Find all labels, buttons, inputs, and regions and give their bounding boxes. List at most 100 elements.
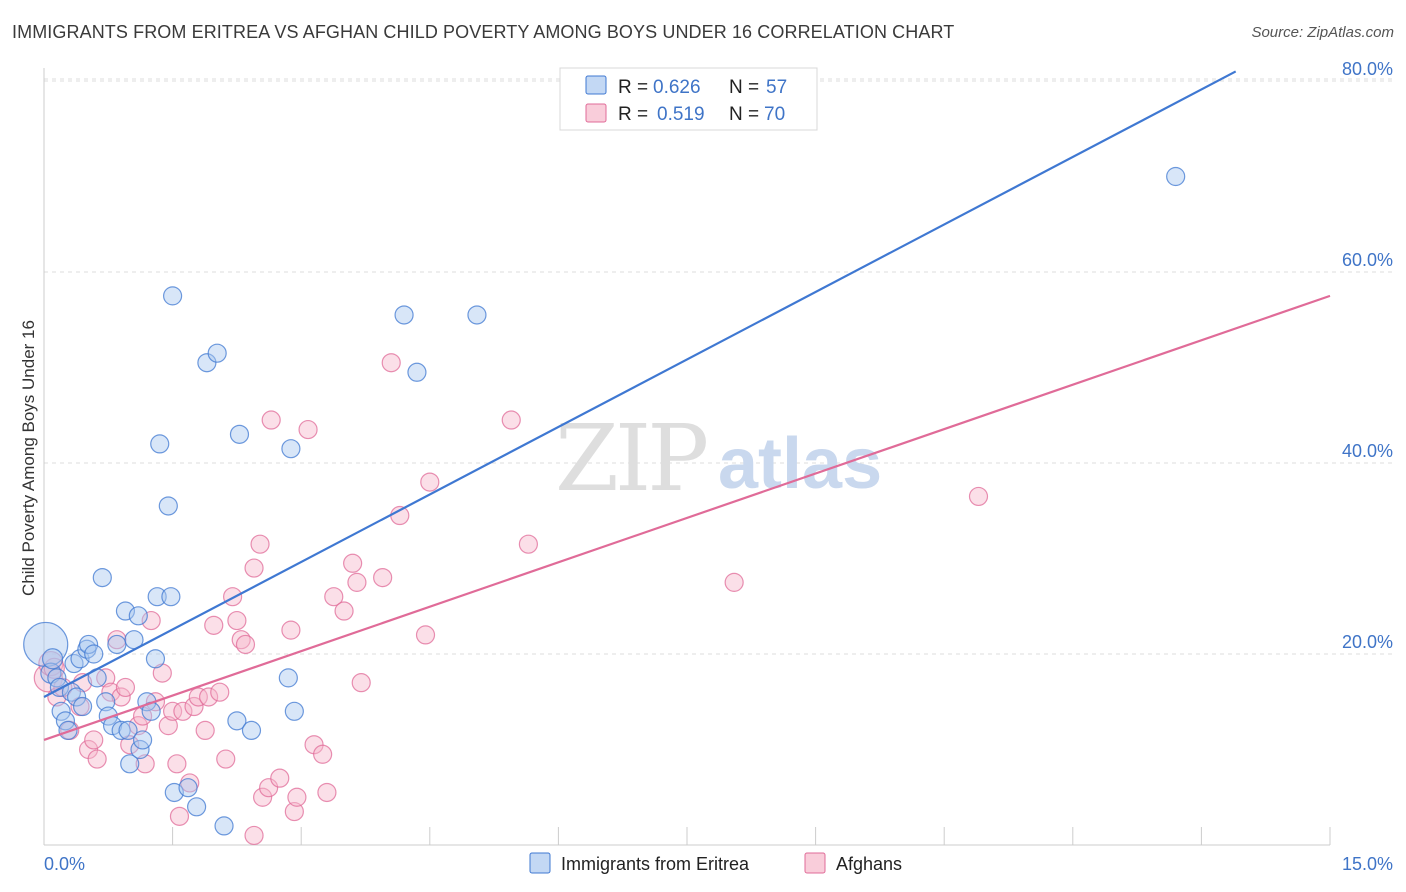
eritrea-point (407, 362, 427, 382)
afghans-point (235, 634, 256, 655)
eritrea-point (227, 711, 247, 731)
top-legend: R = 0.626 N = 57 R = 0.519 N = 70 (559, 67, 818, 131)
eritrea-point (132, 730, 153, 750)
afghans-point (968, 486, 989, 507)
afghans-point (351, 673, 371, 693)
afghans-point (501, 410, 521, 430)
afghans-point (298, 419, 318, 440)
afghans-point (87, 749, 107, 769)
afghans-point (270, 768, 290, 788)
eritrea-point (92, 567, 112, 588)
eritrea-point (161, 587, 181, 607)
eritrea-point (41, 648, 64, 670)
afghans-point (250, 534, 270, 554)
legend-r-label-eritrea: R = (618, 77, 648, 98)
afghans-point (244, 825, 264, 846)
afghans-point (334, 601, 354, 621)
afghans-point (111, 687, 131, 707)
eritrea-point (128, 606, 148, 626)
eritrea-point (278, 668, 298, 688)
afghans-point (120, 735, 140, 755)
y-axis-title: Child Poverty Among Boys Under 16 (19, 320, 38, 596)
afghans-point (101, 682, 121, 702)
legend-r-value-eritrea: 0.626 (653, 77, 701, 98)
afghans-point (195, 720, 215, 741)
eritrea-point (1166, 166, 1186, 187)
afghans-point (347, 572, 367, 592)
afghans-point (163, 701, 183, 721)
afghans-point (199, 687, 219, 707)
afghans-point (518, 534, 538, 554)
eritrea-point (118, 720, 138, 741)
eritrea-point (197, 353, 217, 373)
bottom-legend-label-afghans[interactable]: Afghans (836, 854, 902, 874)
y-tick-label: 40.0% (1342, 441, 1393, 461)
afghans-point (343, 553, 363, 573)
watermark-atlas: atlas (718, 424, 882, 504)
source-credit: Source: ZipAtlas.com (1251, 24, 1394, 41)
y-tick-label: 80.0% (1342, 59, 1393, 79)
eritrea-point (58, 720, 78, 741)
afghans-point (724, 572, 744, 592)
chart-title: IMMIGRANTS FROM ERITREA VS AFGHAN CHILD … (12, 22, 955, 42)
afghans-point (84, 730, 104, 750)
bottom-legend-swatch-eritrea[interactable] (529, 852, 551, 874)
legend-swatch-eritrea (585, 75, 607, 95)
afghans-point (184, 696, 204, 717)
bottom-legend: Immigrants from Eritrea Afghans (529, 852, 902, 874)
legend-n-label-eritrea: N = (729, 77, 759, 98)
afghans-trend-line (43, 294, 1331, 741)
afghans-point (313, 744, 333, 764)
afghans-point (284, 801, 304, 822)
afghans-point (261, 410, 281, 430)
bottom-legend-label-eritrea[interactable]: Immigrants from Eritrea (561, 854, 750, 874)
eritrea-point (281, 439, 301, 459)
eritrea-point (147, 587, 167, 607)
eritrea-point (145, 649, 166, 669)
afghans-point (216, 749, 236, 769)
axes (43, 68, 1331, 846)
y-tick-label: 20.0% (1342, 632, 1393, 652)
afghans-point (169, 806, 190, 826)
afghans-point (210, 682, 230, 702)
eritrea-point (51, 701, 71, 721)
legend-r-label-afghans: R = (618, 104, 648, 125)
trend-lines (43, 70, 1331, 741)
watermark-zip: ZIP (555, 405, 706, 512)
afghans-point (227, 610, 247, 631)
eritrea-point (467, 305, 487, 325)
afghans-point (158, 716, 178, 736)
afghans-point (173, 701, 193, 721)
legend-n-value-eritrea: 57 (766, 77, 787, 98)
bottom-legend-swatch-afghans[interactable] (804, 852, 826, 874)
eritrea-point (120, 754, 140, 774)
y-tick-label: 60.0% (1342, 250, 1393, 270)
afghans-point (259, 778, 279, 798)
afghans-point (281, 620, 301, 640)
eritrea-point (178, 778, 198, 798)
eritrea-point (84, 644, 104, 664)
eritrea-point (394, 305, 414, 325)
eritrea-point (107, 634, 127, 655)
eritrea-point (115, 601, 136, 621)
eritrea-point (241, 720, 262, 741)
eritrea-trend-line (43, 70, 1237, 698)
afghans-point (287, 787, 307, 807)
afghans-point (324, 587, 344, 607)
afghans-point (135, 754, 155, 774)
legend-r-value-afghans: 0.519 (657, 104, 705, 125)
x-tick-label-min: 0.0% (44, 854, 85, 874)
eritrea-point (111, 720, 131, 741)
afghans-point (107, 630, 127, 650)
afghans-point (381, 353, 401, 373)
afghans-point (141, 610, 161, 631)
afghans-point (317, 782, 337, 803)
eritrea-point (66, 687, 87, 707)
eritrea-points (23, 166, 1186, 836)
afghans-point (253, 787, 273, 807)
watermark: ZIP atlas (555, 405, 882, 512)
eritrea-point (72, 696, 93, 717)
afghans-point (415, 625, 436, 645)
eritrea-point (214, 816, 234, 836)
afghans-point (167, 754, 187, 774)
